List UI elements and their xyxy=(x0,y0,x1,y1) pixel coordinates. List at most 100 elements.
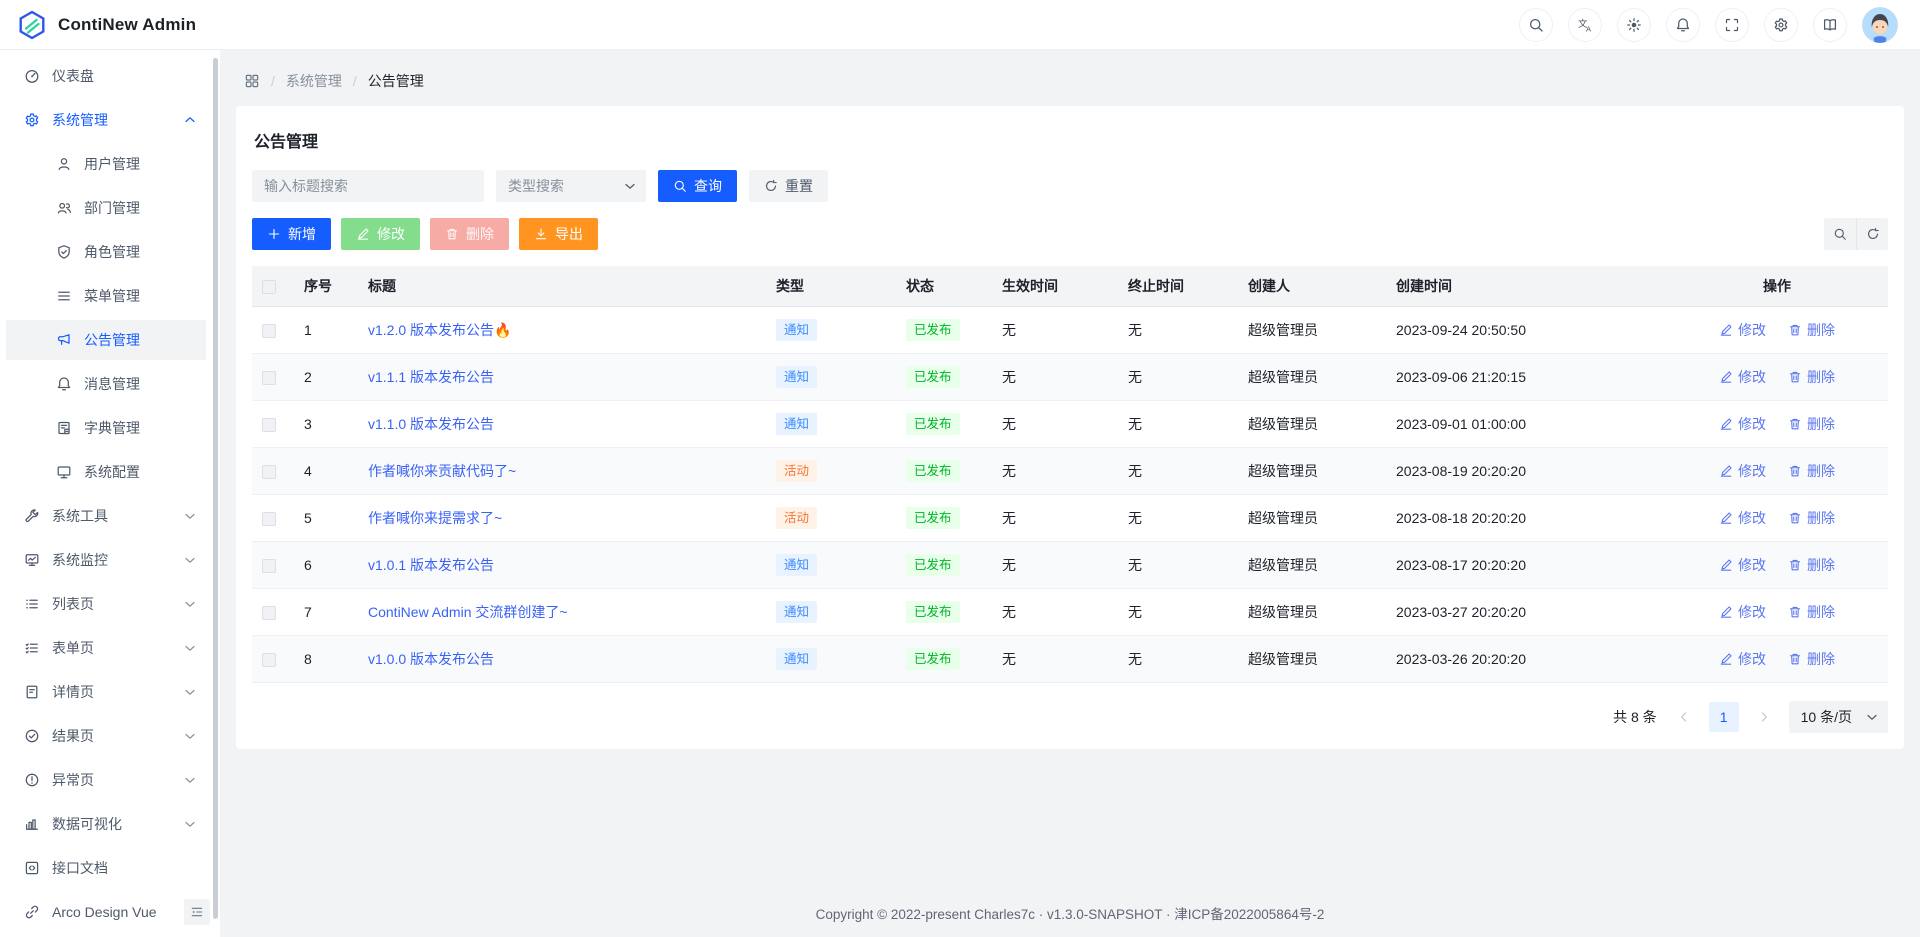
sidebar-item-role-management[interactable]: 角色管理 xyxy=(6,232,206,272)
page-size-select[interactable]: 10 条/页 xyxy=(1788,700,1888,733)
sidebar-item-label: 系统配置 xyxy=(84,464,140,480)
row-edit-link[interactable]: 修改 xyxy=(1719,508,1766,528)
megaphone-icon xyxy=(57,334,70,345)
row-edit-link[interactable]: 修改 xyxy=(1719,414,1766,434)
cell-end: 无 xyxy=(1118,400,1238,448)
col-status: 状态 xyxy=(896,266,992,307)
announcement-title-link[interactable]: ContiNew Admin 交流群创建了~ xyxy=(368,603,568,620)
row-edit-link[interactable]: 修改 xyxy=(1719,461,1766,481)
sidebar-item-exception-pages[interactable]: 异常页 xyxy=(6,760,206,800)
cell-no: 1 xyxy=(294,306,358,354)
theme-button[interactable] xyxy=(1617,7,1651,42)
edit-button[interactable]: 修改 xyxy=(341,218,420,250)
sidebar: 仪表盘 系统管理 用户管理 部门管理 角色管理 菜单管理 xyxy=(0,50,220,937)
row-delete-link[interactable]: 删除 xyxy=(1788,555,1835,575)
announcement-title-link[interactable]: v1.2.0 版本发布公告🔥 xyxy=(368,321,512,338)
row-checkbox[interactable] xyxy=(262,605,276,620)
add-button[interactable]: 新增 xyxy=(252,218,331,250)
row-edit-link[interactable]: 修改 xyxy=(1719,320,1766,340)
user-avatar[interactable] xyxy=(1862,6,1898,43)
sidebar-item-result-pages[interactable]: 结果页 xyxy=(6,716,206,756)
announcement-title-link[interactable]: v1.1.1 版本发布公告 xyxy=(368,368,495,385)
sidebar-scrollbar[interactable] xyxy=(213,58,218,919)
announcement-title-link[interactable]: 作者喊你来提需求了~ xyxy=(368,509,503,526)
row-checkbox[interactable] xyxy=(262,511,276,526)
cell-no: 8 xyxy=(294,635,358,683)
sidebar-item-announcement-management[interactable]: 公告管理 xyxy=(6,320,206,360)
cell-effective: 无 xyxy=(992,541,1118,589)
row-delete-link[interactable]: 删除 xyxy=(1788,367,1835,387)
sidebar-item-department-management[interactable]: 部门管理 xyxy=(6,188,206,228)
announcement-title-link[interactable]: v1.1.0 版本发布公告 xyxy=(368,415,495,432)
fullscreen-button[interactable] xyxy=(1715,7,1749,42)
cell-no: 5 xyxy=(294,494,358,542)
row-checkbox[interactable] xyxy=(262,370,276,385)
sidebar-item-system-monitor[interactable]: 系统监控 xyxy=(6,540,206,580)
chevron-down-icon xyxy=(1867,714,1877,720)
sidebar-item-system-management[interactable]: 系统管理 xyxy=(6,100,206,140)
row-checkbox[interactable] xyxy=(262,652,276,667)
sidebar-item-arco-design-vue[interactable]: Arco Design Vue xyxy=(6,892,206,932)
sidebar-collapse-button[interactable] xyxy=(184,899,210,925)
row-edit-link[interactable]: 修改 xyxy=(1719,367,1766,387)
table-refresh-button[interactable] xyxy=(1856,218,1888,250)
cell-created: 2023-09-06 21:20:15 xyxy=(1386,353,1666,401)
announcement-title-link[interactable]: v1.0.1 版本发布公告 xyxy=(368,556,495,573)
sidebar-item-menu-management[interactable]: 菜单管理 xyxy=(6,276,206,316)
chevron-down-icon xyxy=(185,513,195,519)
sidebar-item-form-pages[interactable]: 表单页 xyxy=(6,628,206,668)
sidebar-item-list-pages[interactable]: 列表页 xyxy=(6,584,206,624)
notifications-button[interactable] xyxy=(1666,7,1700,42)
docs-button[interactable] xyxy=(1813,7,1847,42)
sidebar-item-system-tools[interactable]: 系统工具 xyxy=(6,496,206,536)
breadcrumb-system-management[interactable]: 系统管理 xyxy=(285,73,342,89)
sidebar-item-message-management[interactable]: 消息管理 xyxy=(6,364,206,404)
sidebar-item-api-docs[interactable]: 接口文档 xyxy=(6,848,206,888)
status-tag: 已发布 xyxy=(906,506,960,529)
export-button[interactable]: 导出 xyxy=(519,218,598,250)
download-icon xyxy=(535,228,547,240)
sidebar-item-user-management[interactable]: 用户管理 xyxy=(6,144,206,184)
query-button[interactable]: 查询 xyxy=(658,170,737,202)
sidebar-item-detail-pages[interactable]: 详情页 xyxy=(6,672,206,712)
footer: Copyright © 2022-present Charles7c · v1.… xyxy=(220,889,1920,937)
sidebar-item-dictionary-management[interactable]: 字典管理 xyxy=(6,408,206,448)
row-checkbox[interactable] xyxy=(262,464,276,479)
row-delete-link[interactable]: 删除 xyxy=(1788,414,1835,434)
row-edit-link[interactable]: 修改 xyxy=(1719,602,1766,622)
settings-button[interactable] xyxy=(1764,7,1798,42)
trash-icon xyxy=(1789,371,1801,382)
code-square-icon xyxy=(25,861,39,875)
row-delete-link[interactable]: 删除 xyxy=(1788,602,1835,622)
title-search-input[interactable] xyxy=(252,170,484,202)
row-checkbox[interactable] xyxy=(262,558,276,573)
table-search-toggle-button[interactable] xyxy=(1824,218,1856,250)
cell-no: 4 xyxy=(294,447,358,495)
announcement-title-link[interactable]: 作者喊你来贡献代码了~ xyxy=(368,462,517,479)
delete-button[interactable]: 删除 xyxy=(430,218,509,250)
row-delete-link[interactable]: 删除 xyxy=(1788,461,1835,481)
row-checkbox[interactable] xyxy=(262,417,276,432)
pagination-next-button[interactable] xyxy=(1749,702,1779,732)
pagination-page-1[interactable]: 1 xyxy=(1708,701,1739,732)
search-button[interactable] xyxy=(1519,7,1553,42)
sidebar-item-system-config[interactable]: 系统配置 xyxy=(6,452,206,492)
sidebar-item-data-visualization[interactable]: 数据可视化 xyxy=(6,804,206,844)
announcement-title-link[interactable]: v1.0.0 版本发布公告 xyxy=(368,650,495,667)
col-title: 标题 xyxy=(358,266,766,307)
row-edit-link[interactable]: 修改 xyxy=(1719,555,1766,575)
row-checkbox[interactable] xyxy=(262,323,276,338)
pagination-prev-button[interactable] xyxy=(1669,702,1699,732)
status-tag: 已发布 xyxy=(906,553,960,576)
row-delete-link[interactable]: 删除 xyxy=(1788,508,1835,528)
row-delete-link[interactable]: 删除 xyxy=(1788,320,1835,340)
select-all-checkbox[interactable] xyxy=(262,279,276,294)
sidebar-item-dashboard[interactable]: 仪表盘 xyxy=(6,56,206,96)
row-delete-link[interactable]: 删除 xyxy=(1788,649,1835,669)
reset-button[interactable]: 重置 xyxy=(749,170,828,202)
cell-creator: 超级管理员 xyxy=(1238,447,1386,495)
type-search-select[interactable]: 类型搜索 xyxy=(496,170,646,202)
row-edit-link[interactable]: 修改 xyxy=(1719,649,1766,669)
